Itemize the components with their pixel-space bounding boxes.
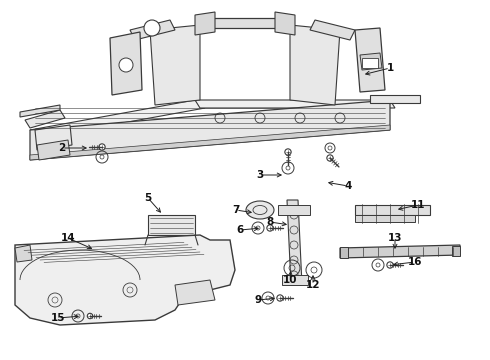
Circle shape [327,155,333,161]
Polygon shape [310,20,355,40]
Text: 2: 2 [58,143,66,153]
Polygon shape [175,280,215,305]
Polygon shape [35,125,72,150]
Bar [452,246,460,256]
Polygon shape [278,205,310,215]
Polygon shape [195,12,215,35]
Polygon shape [290,25,340,105]
Bar [340,247,348,258]
Circle shape [387,262,393,268]
Text: 1: 1 [387,63,393,73]
Polygon shape [30,100,390,160]
Polygon shape [148,215,195,235]
Polygon shape [30,125,390,160]
Text: 15: 15 [51,313,65,323]
Text: 13: 13 [388,233,402,243]
Circle shape [99,144,105,150]
Polygon shape [37,140,70,160]
Circle shape [277,295,283,301]
Text: 10: 10 [283,275,297,285]
Text: 5: 5 [145,193,151,203]
Polygon shape [15,235,235,325]
Bar [362,58,378,68]
Polygon shape [355,205,430,215]
Polygon shape [130,20,175,40]
Polygon shape [360,53,382,70]
Polygon shape [195,100,395,108]
Polygon shape [355,215,415,222]
Circle shape [267,225,273,231]
Text: 8: 8 [267,217,273,227]
Polygon shape [150,25,200,105]
Ellipse shape [246,201,274,219]
Polygon shape [200,18,290,28]
Polygon shape [370,95,420,103]
Text: 12: 12 [306,280,320,290]
Text: 14: 14 [61,233,75,243]
Text: 16: 16 [408,257,422,267]
Text: 7: 7 [232,205,240,215]
Text: 4: 4 [344,181,352,191]
Polygon shape [15,245,32,262]
Text: 11: 11 [411,200,425,210]
Polygon shape [30,100,205,138]
Polygon shape [25,110,65,128]
Text: 9: 9 [254,295,262,305]
Text: 6: 6 [236,225,244,235]
Polygon shape [287,200,302,285]
Polygon shape [355,28,385,92]
Circle shape [119,58,133,72]
Circle shape [285,149,291,155]
Circle shape [144,20,160,36]
Circle shape [87,313,93,319]
Polygon shape [20,105,60,117]
Polygon shape [282,275,308,285]
Polygon shape [110,32,142,95]
Polygon shape [275,12,295,35]
Text: 3: 3 [256,170,264,180]
Polygon shape [340,245,460,258]
